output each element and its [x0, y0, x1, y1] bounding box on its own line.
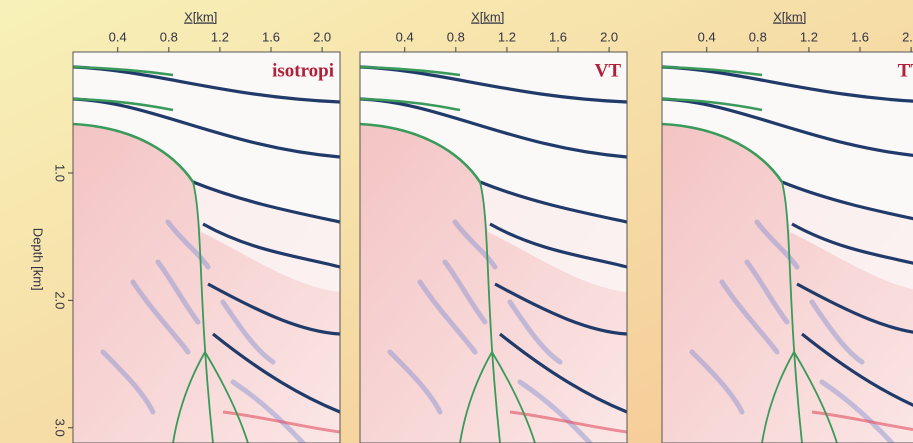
- horizon-green: [360, 65, 461, 77]
- horizon: [662, 97, 913, 157]
- horizon: [489, 222, 627, 269]
- horizon: [791, 222, 913, 265]
- horizon: [796, 282, 913, 334]
- x-tick-label: 2.0: [600, 29, 618, 44]
- panel-frame: [359, 51, 628, 443]
- horizon-green: [662, 97, 763, 112]
- horizon: [499, 332, 627, 414]
- fault: [204, 351, 249, 443]
- reflector-streak: [507, 299, 563, 365]
- horizon-green: [360, 122, 482, 183]
- horizon-green: [73, 65, 174, 77]
- white-zone: [480, 182, 627, 292]
- fault: [781, 181, 803, 443]
- seismic-panel: 0.4 0.8 1.2 1.6 2.0 X[km] TT: [661, 9, 913, 443]
- fault: [491, 351, 536, 443]
- x-tick-label: 0.4: [109, 29, 127, 44]
- white-zone: [193, 182, 340, 292]
- horizon: [192, 180, 340, 224]
- panel-title: isotropi: [272, 60, 334, 81]
- horizon-green: [662, 65, 763, 77]
- panel-title: TT: [898, 60, 913, 81]
- red-streak: [509, 410, 627, 434]
- reflector-streak: [719, 279, 780, 355]
- panel-frame: [661, 51, 913, 443]
- x-tick-label: 2.0: [313, 29, 331, 44]
- horizon: [494, 282, 627, 336]
- x-tick-label: 1.2: [498, 29, 516, 44]
- reflector-streak: [220, 299, 276, 365]
- y-tick-label: 1.0: [53, 164, 68, 182]
- reflector-streak: [809, 299, 865, 365]
- horizon: [801, 332, 913, 407]
- x-axis-label: X[km]: [471, 9, 504, 24]
- seismic-image: [662, 52, 913, 443]
- red-streak: [811, 410, 913, 432]
- x-tick-label: 1.2: [800, 29, 818, 44]
- fault: [172, 351, 206, 443]
- reflector-streak: [417, 279, 478, 355]
- seismic-image: [73, 52, 340, 443]
- horizon-green: [662, 122, 784, 183]
- reflector-streak: [452, 219, 498, 270]
- x-axis-label: X[km]: [773, 9, 806, 24]
- seismic-panel: 0.4 0.8 1.2 1.6 2.0 X[km] isotropi 1.0 2.0 3.0 Dep…: [31, 9, 341, 443]
- white-zone: [782, 182, 913, 290]
- x-tick-label: 0.8: [160, 29, 178, 44]
- reflector-streak: [754, 219, 800, 270]
- fault: [479, 181, 501, 443]
- horizon: [212, 332, 340, 414]
- reflector-streak: [155, 259, 201, 325]
- horizon-green: [73, 122, 195, 183]
- seismic-panel: 0.4 0.8 1.2 1.6 2.0 X[km] VT: [359, 9, 628, 443]
- x-tick-label: 1.2: [211, 29, 229, 44]
- reflector-streak: [387, 349, 443, 415]
- panel-title: VT: [595, 60, 622, 81]
- horizon-green: [360, 97, 461, 112]
- x-tick-label: 2.0: [902, 29, 913, 44]
- horizon: [360, 97, 627, 159]
- reflector-streak: [165, 219, 211, 270]
- reflector-streak: [442, 259, 488, 325]
- horizon: [479, 180, 627, 224]
- panel-frame: [72, 51, 341, 443]
- horizon: [202, 222, 340, 269]
- reflector-streak: [130, 279, 191, 355]
- reflector-streak: [517, 379, 593, 443]
- x-tick-label: 1.6: [549, 29, 567, 44]
- reflector-streak: [819, 379, 895, 443]
- pink-zone: [73, 124, 340, 443]
- y-axis-label: Depth [km]: [31, 228, 46, 291]
- fault: [192, 181, 214, 443]
- reflector-streak: [689, 349, 745, 415]
- seismic-image: [360, 52, 627, 443]
- x-tick-label: 0.8: [749, 29, 767, 44]
- x-tick-label: 0.4: [396, 29, 414, 44]
- horizon-green: [73, 97, 174, 112]
- x-axis-label: X[km]: [184, 9, 217, 24]
- fault: [761, 351, 795, 443]
- fault: [459, 351, 493, 443]
- horizon: [207, 282, 340, 336]
- pink-zone: [662, 124, 913, 443]
- reflector-streak: [744, 259, 790, 325]
- horizon: [73, 97, 340, 159]
- x-tick-label: 1.6: [851, 29, 869, 44]
- reflector-streak: [230, 379, 306, 443]
- x-tick-label: 0.8: [447, 29, 465, 44]
- red-streak: [222, 410, 340, 434]
- fault: [793, 351, 838, 443]
- pink-zone: [360, 124, 627, 443]
- x-tick-label: 1.6: [262, 29, 280, 44]
- x-tick-label: 0.4: [698, 29, 716, 44]
- y-tick-label: 3.0: [53, 419, 68, 437]
- y-tick-label: 2.0: [53, 291, 68, 309]
- reflector-streak: [100, 349, 156, 415]
